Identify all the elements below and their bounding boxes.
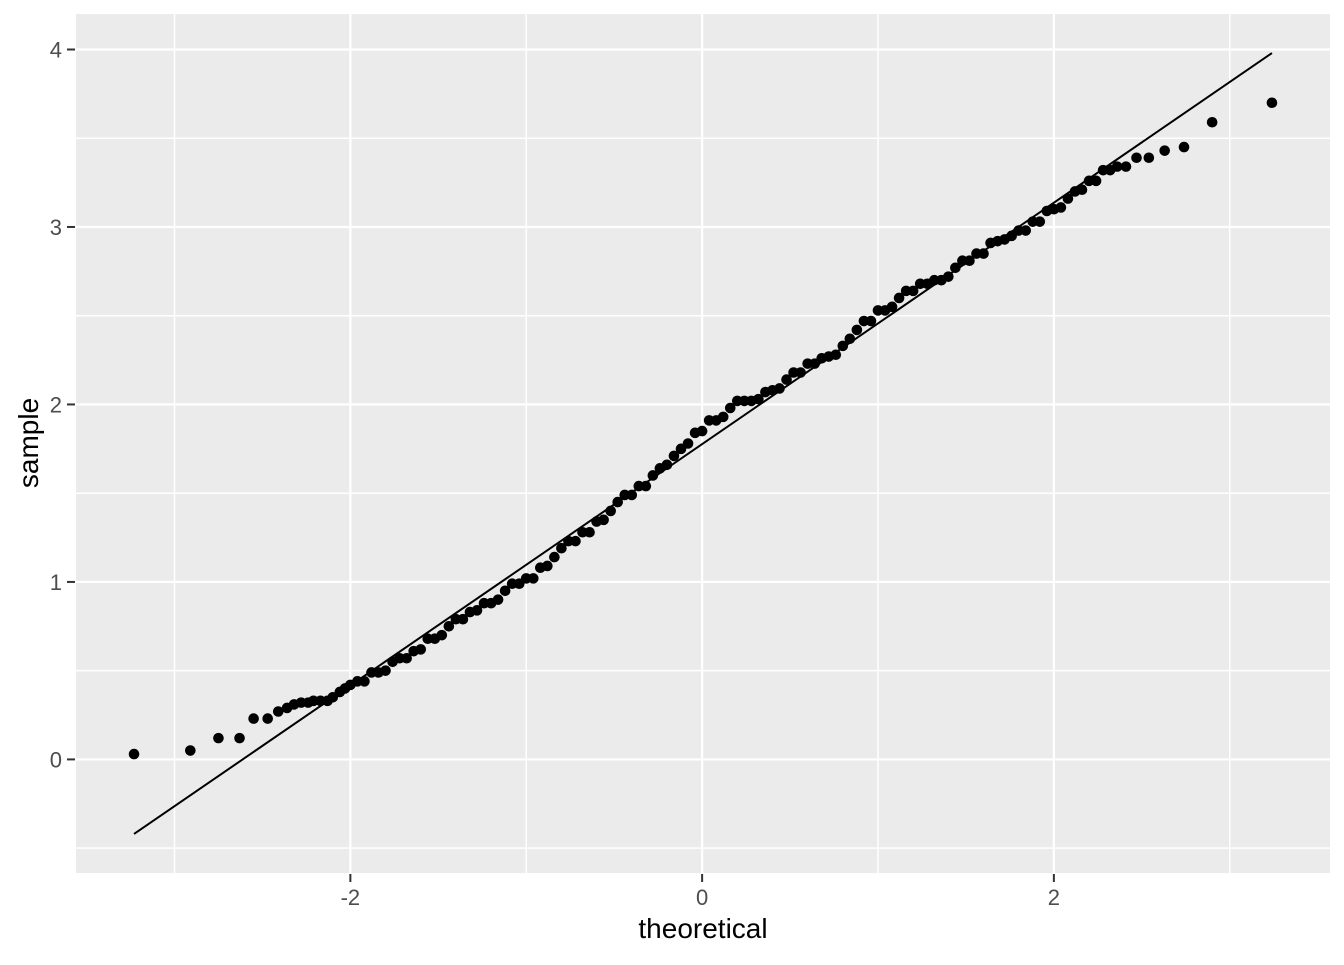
data-point [1159, 145, 1170, 156]
data-point [234, 732, 245, 744]
data-point [598, 514, 609, 526]
data-point [443, 621, 455, 632]
y-tick-label: 3 [50, 215, 62, 240]
data-point [499, 585, 511, 597]
data-point [753, 393, 764, 405]
data-point [1266, 97, 1278, 109]
data-point [584, 526, 595, 538]
data-point [471, 605, 483, 616]
data-point [950, 262, 961, 274]
data-point [359, 676, 370, 687]
data-point [837, 340, 849, 352]
axis-tick-labels: -2 0 2 0 1 2 3 4 [50, 37, 1060, 910]
data-point [185, 745, 196, 756]
y-tick-label: 4 [50, 37, 62, 62]
data-point [527, 573, 539, 584]
x-tick-label: 0 [696, 885, 708, 910]
data-point [1111, 161, 1123, 172]
data-point [128, 748, 140, 760]
data-point [640, 480, 652, 492]
data-point [682, 438, 694, 449]
data-point [1178, 141, 1190, 153]
data-point [830, 349, 842, 361]
data-point [605, 505, 616, 517]
data-point [907, 285, 919, 297]
data-point [647, 470, 659, 481]
y-tick-label: 2 [50, 392, 62, 417]
data-point [1206, 116, 1218, 128]
data-point [1131, 152, 1142, 164]
data-point [781, 374, 792, 385]
data-point [380, 665, 391, 676]
data-point [1090, 175, 1102, 187]
data-point [886, 301, 898, 313]
data-point [774, 383, 785, 394]
x-tick-label: -2 [341, 885, 361, 910]
data-points [128, 97, 1278, 760]
data-point [696, 425, 708, 437]
data-point [851, 324, 863, 336]
data-point [542, 560, 553, 572]
y-tick-label: 0 [50, 747, 62, 772]
data-point [1034, 216, 1046, 227]
data-point [717, 411, 729, 423]
data-point [844, 333, 856, 345]
data-point [415, 644, 427, 655]
x-tick-label: 2 [1048, 885, 1060, 910]
data-point [964, 255, 975, 266]
y-tick-label: 1 [50, 570, 62, 595]
data-point [724, 402, 736, 414]
data-point [570, 535, 581, 547]
data-point [1076, 184, 1088, 196]
data-point [492, 594, 504, 605]
data-point [213, 732, 224, 744]
data-point [401, 652, 412, 664]
data-point [1062, 193, 1074, 204]
data-point [248, 713, 259, 724]
data-point [661, 459, 673, 471]
data-point [626, 489, 638, 501]
data-point [272, 706, 284, 717]
data-point [1055, 202, 1067, 213]
data-point [943, 271, 954, 282]
data-point [457, 613, 469, 625]
data-point [612, 496, 623, 508]
x-axis-title: theoretical [638, 913, 767, 944]
data-point [795, 367, 806, 378]
y-axis-title: sample [13, 398, 44, 488]
data-point [436, 629, 448, 641]
axis-ticks [67, 48, 1055, 882]
data-point [668, 450, 680, 462]
data-point [1120, 161, 1132, 172]
data-point [556, 542, 567, 554]
data-point [978, 248, 989, 259]
data-point [865, 315, 877, 327]
data-point [893, 292, 905, 304]
data-point [549, 551, 560, 563]
data-point [1020, 225, 1032, 236]
data-point [1143, 152, 1155, 164]
data-point [262, 713, 274, 724]
